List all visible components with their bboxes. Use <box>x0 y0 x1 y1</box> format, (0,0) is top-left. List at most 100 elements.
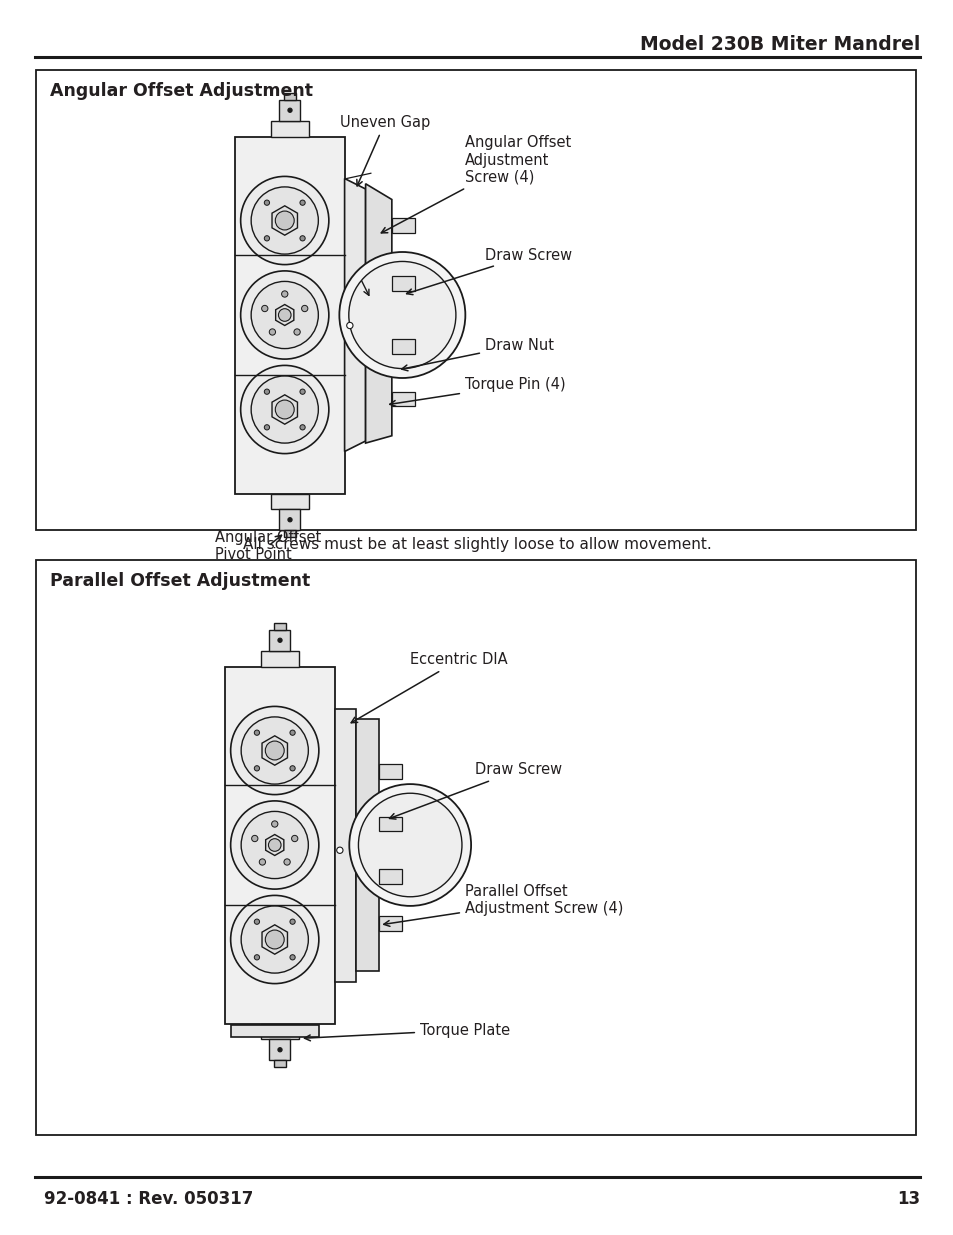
Circle shape <box>241 716 308 784</box>
Bar <box>274 1061 286 1067</box>
Circle shape <box>254 955 259 960</box>
Circle shape <box>299 425 305 430</box>
Circle shape <box>254 730 259 735</box>
Bar <box>392 391 415 406</box>
Text: All screws must be at least slightly loose to allow movement.: All screws must be at least slightly loo… <box>242 537 711 552</box>
Polygon shape <box>365 184 392 443</box>
Polygon shape <box>262 736 287 766</box>
Circle shape <box>290 919 294 924</box>
Circle shape <box>277 1047 282 1052</box>
Circle shape <box>265 930 284 948</box>
Bar <box>283 530 296 536</box>
Circle shape <box>251 282 318 348</box>
Bar <box>269 630 291 651</box>
Text: 13: 13 <box>896 1191 919 1208</box>
Bar <box>269 1039 291 1061</box>
Circle shape <box>288 109 292 112</box>
Circle shape <box>269 329 275 335</box>
Circle shape <box>261 305 268 311</box>
Circle shape <box>254 919 259 924</box>
Circle shape <box>275 400 294 419</box>
Circle shape <box>290 955 294 960</box>
Circle shape <box>284 858 290 866</box>
Circle shape <box>277 638 282 642</box>
Bar <box>261 1024 298 1039</box>
Polygon shape <box>265 835 284 856</box>
Text: Eccentric DIA: Eccentric DIA <box>351 652 507 722</box>
Circle shape <box>264 236 270 241</box>
Circle shape <box>299 389 305 394</box>
Circle shape <box>336 847 343 853</box>
Circle shape <box>358 793 461 897</box>
Polygon shape <box>272 206 297 235</box>
Circle shape <box>292 835 297 842</box>
Text: Torque Pin (4): Torque Pin (4) <box>390 378 565 406</box>
Bar <box>378 816 401 831</box>
Circle shape <box>349 262 456 368</box>
Circle shape <box>299 200 305 205</box>
Circle shape <box>281 291 288 298</box>
Circle shape <box>231 802 318 889</box>
Circle shape <box>259 858 265 866</box>
Circle shape <box>251 375 318 443</box>
Text: Angular Offset
Adjustment
Screw (4): Angular Offset Adjustment Screw (4) <box>381 135 571 233</box>
Bar <box>279 100 300 121</box>
Bar <box>392 340 415 354</box>
Circle shape <box>254 766 259 771</box>
Bar <box>225 667 335 1024</box>
Bar <box>378 869 401 884</box>
Circle shape <box>301 305 308 311</box>
Bar <box>392 219 415 233</box>
Bar <box>392 277 415 291</box>
Bar <box>283 94 296 100</box>
Text: Model 230B Miter Mandrel: Model 230B Miter Mandrel <box>639 35 919 54</box>
Bar <box>378 764 401 779</box>
Bar <box>335 709 355 982</box>
Circle shape <box>264 425 270 430</box>
Circle shape <box>275 211 294 230</box>
Circle shape <box>231 895 318 983</box>
Text: Angular Offset Adjustment: Angular Offset Adjustment <box>50 82 313 100</box>
Polygon shape <box>272 395 297 424</box>
Text: Draw Nut: Draw Nut <box>401 337 554 370</box>
Bar <box>378 916 401 931</box>
Circle shape <box>299 236 305 241</box>
Bar <box>274 624 286 630</box>
Circle shape <box>290 766 294 771</box>
Bar <box>235 137 344 494</box>
Bar <box>271 494 309 509</box>
Circle shape <box>278 309 291 321</box>
Text: Torque Plate: Torque Plate <box>304 1023 510 1041</box>
Circle shape <box>240 177 329 264</box>
Polygon shape <box>344 179 365 452</box>
Bar <box>36 559 915 1135</box>
Circle shape <box>231 706 318 794</box>
Bar <box>279 509 300 530</box>
Circle shape <box>288 517 292 522</box>
Circle shape <box>339 252 465 378</box>
Circle shape <box>240 270 329 359</box>
Bar <box>36 70 915 530</box>
Bar <box>231 1025 318 1037</box>
Circle shape <box>290 730 294 735</box>
Bar <box>271 121 309 137</box>
Text: Draw Screw: Draw Screw <box>406 247 572 295</box>
Circle shape <box>241 906 308 973</box>
Circle shape <box>294 329 300 335</box>
Polygon shape <box>275 305 294 326</box>
Text: 92-0841 : Rev. 050317: 92-0841 : Rev. 050317 <box>44 1191 253 1208</box>
Circle shape <box>241 811 308 878</box>
Text: Angular Offset
Pivot Point: Angular Offset Pivot Point <box>214 530 321 562</box>
Circle shape <box>346 322 353 329</box>
Circle shape <box>240 366 329 453</box>
Bar <box>355 719 378 971</box>
Text: Parallel Offset
Adjustment Screw (4): Parallel Offset Adjustment Screw (4) <box>383 884 622 926</box>
Text: Parallel Offset Adjustment: Parallel Offset Adjustment <box>50 572 310 590</box>
Text: Draw Screw: Draw Screw <box>389 762 561 819</box>
Circle shape <box>264 389 270 394</box>
Circle shape <box>264 200 270 205</box>
Polygon shape <box>262 925 287 955</box>
Circle shape <box>252 835 257 842</box>
Circle shape <box>268 839 281 851</box>
Circle shape <box>349 784 471 906</box>
